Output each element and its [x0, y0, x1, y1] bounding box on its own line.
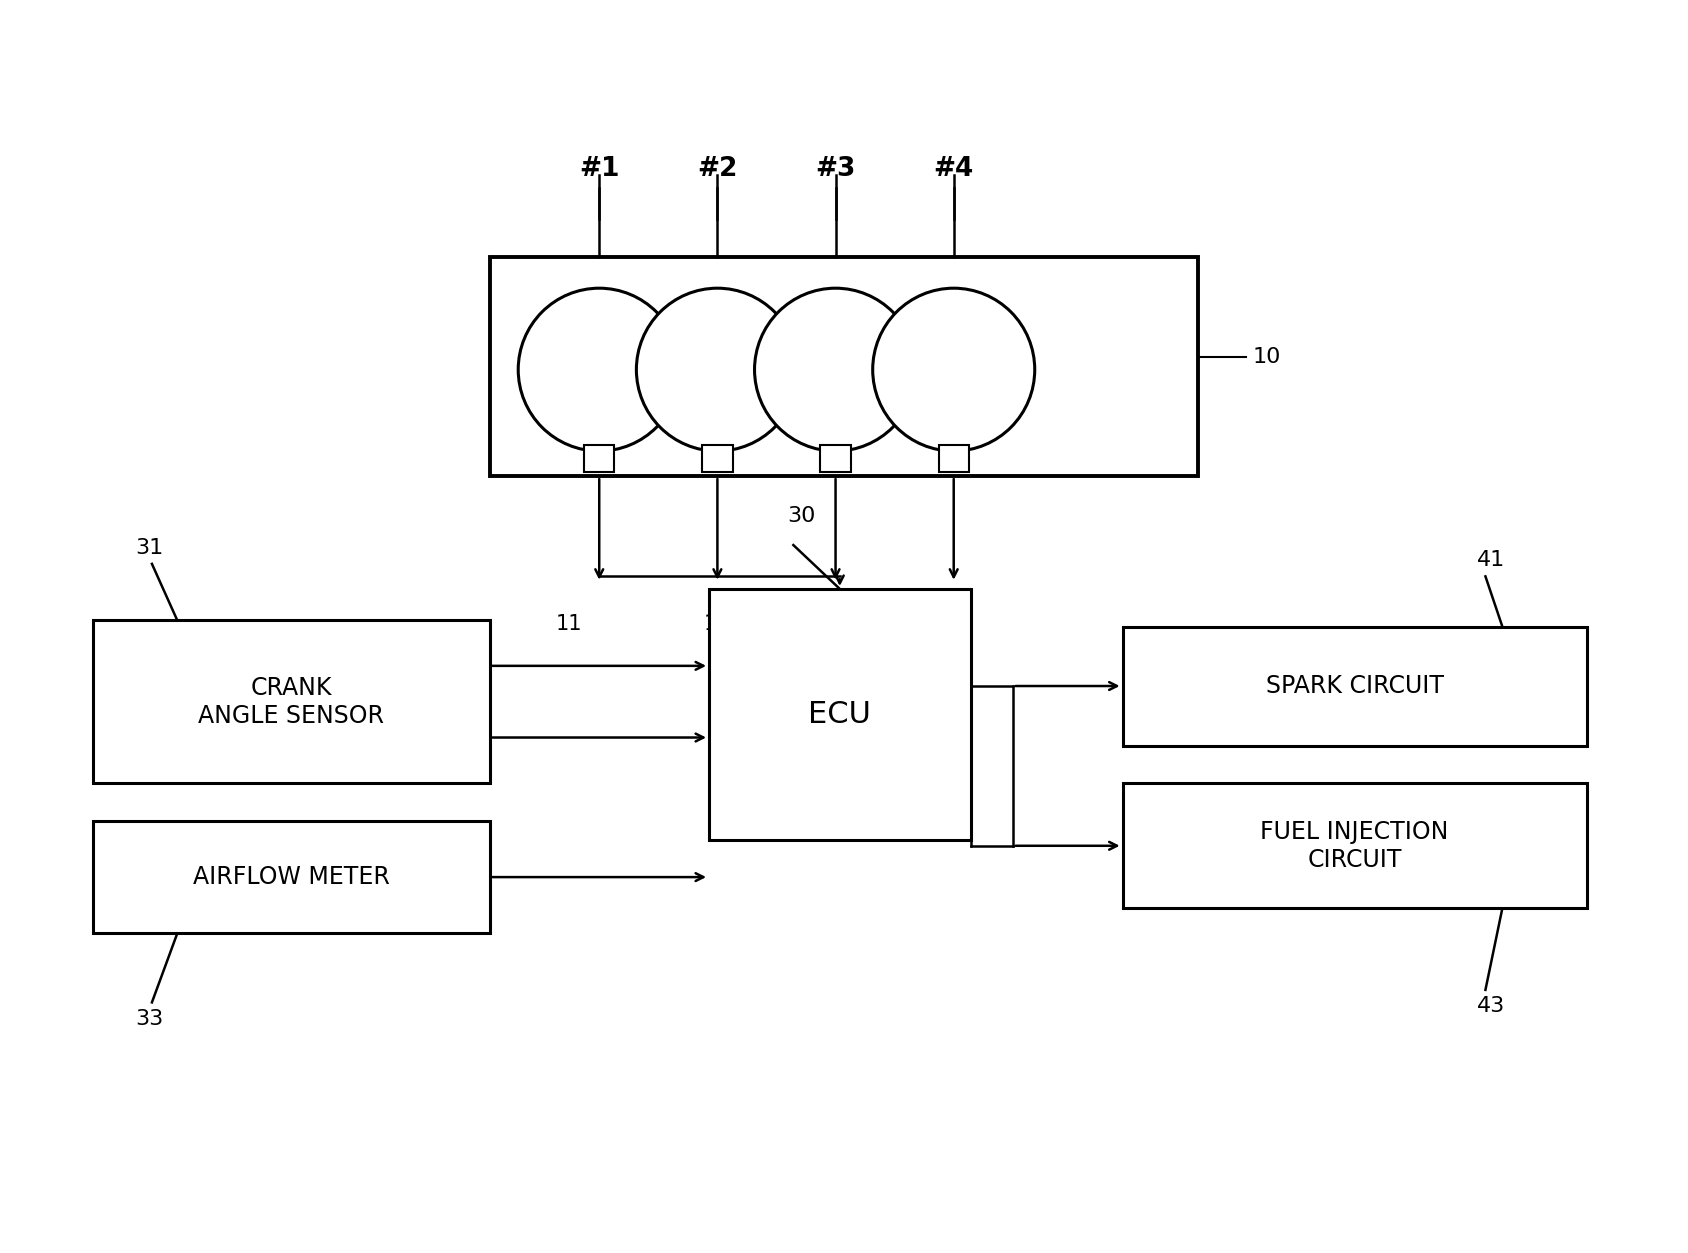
Bar [939, 445, 969, 472]
Bar [490, 257, 1198, 476]
Bar [820, 445, 851, 472]
Text: 30: 30 [788, 506, 815, 526]
Text: ECU: ECU [809, 699, 871, 729]
Text: AIRFLOW METER: AIRFLOW METER [192, 865, 390, 890]
Text: 11: 11 [555, 614, 582, 634]
Text: 33: 33 [135, 1009, 164, 1029]
Text: 14: 14 [940, 614, 967, 634]
Bar [93, 821, 490, 933]
Text: 43: 43 [1477, 996, 1506, 1016]
Text: 41: 41 [1477, 550, 1506, 570]
Text: #3: #3 [815, 155, 856, 182]
Text: CRANK
ANGLE SENSOR: CRANK ANGLE SENSOR [197, 675, 385, 728]
Text: FUEL INJECTION
CIRCUIT: FUEL INJECTION CIRCUIT [1261, 819, 1448, 872]
Text: 12: 12 [704, 614, 731, 634]
Text: #1: #1 [579, 155, 619, 182]
Bar [584, 445, 614, 472]
Text: #4: #4 [933, 155, 974, 182]
Bar [702, 445, 733, 472]
Ellipse shape [755, 288, 917, 451]
Text: 13: 13 [822, 614, 849, 634]
Text: 10: 10 [1252, 347, 1281, 367]
Bar [93, 620, 490, 783]
Text: 31: 31 [135, 538, 164, 558]
Ellipse shape [518, 288, 680, 451]
Bar [1123, 783, 1587, 908]
Ellipse shape [636, 288, 798, 451]
Bar [1123, 626, 1587, 746]
Bar [709, 589, 971, 840]
Text: #2: #2 [697, 155, 738, 182]
Ellipse shape [873, 288, 1035, 451]
Text: SPARK CIRCUIT: SPARK CIRCUIT [1266, 674, 1443, 698]
